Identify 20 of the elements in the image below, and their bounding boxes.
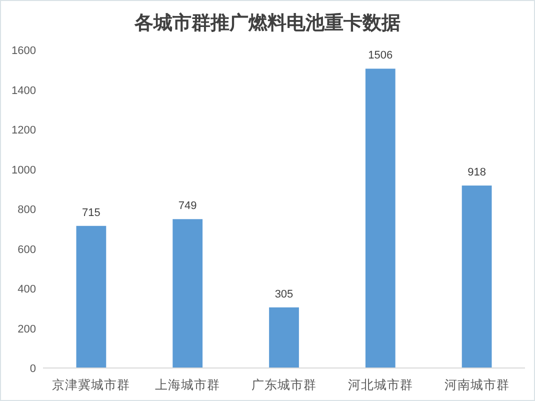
title: 各城市群推广燃料电池重卡数据 xyxy=(134,13,400,34)
x-tick-label: 河南城市群 xyxy=(444,378,510,392)
y-tick-label: 1000 xyxy=(12,164,36,176)
data-label: 1506 xyxy=(368,50,393,62)
y-tick-label: 1600 xyxy=(12,45,36,57)
x-tick-label: 京津冀城市群 xyxy=(52,378,130,392)
y-tick-label: 600 xyxy=(18,244,36,256)
y-tick-label: 400 xyxy=(18,284,36,296)
y-tick-label: 200 xyxy=(18,323,36,336)
y-tick-label: 800 xyxy=(18,204,36,216)
x-tick-label: 上海城市群 xyxy=(155,378,220,392)
data-label: 305 xyxy=(274,288,294,300)
data-label: 715 xyxy=(82,206,100,219)
x-tick-label: 河北城市群 xyxy=(348,378,413,392)
y-tick-label: 0 xyxy=(30,363,36,375)
y-tick-label: 1200 xyxy=(12,124,36,136)
x-tick-label: 广东城市群 xyxy=(252,378,316,392)
data-label: 918 xyxy=(468,166,486,179)
y-tick-label: 1400 xyxy=(12,84,36,97)
data-label: 749 xyxy=(178,200,197,212)
